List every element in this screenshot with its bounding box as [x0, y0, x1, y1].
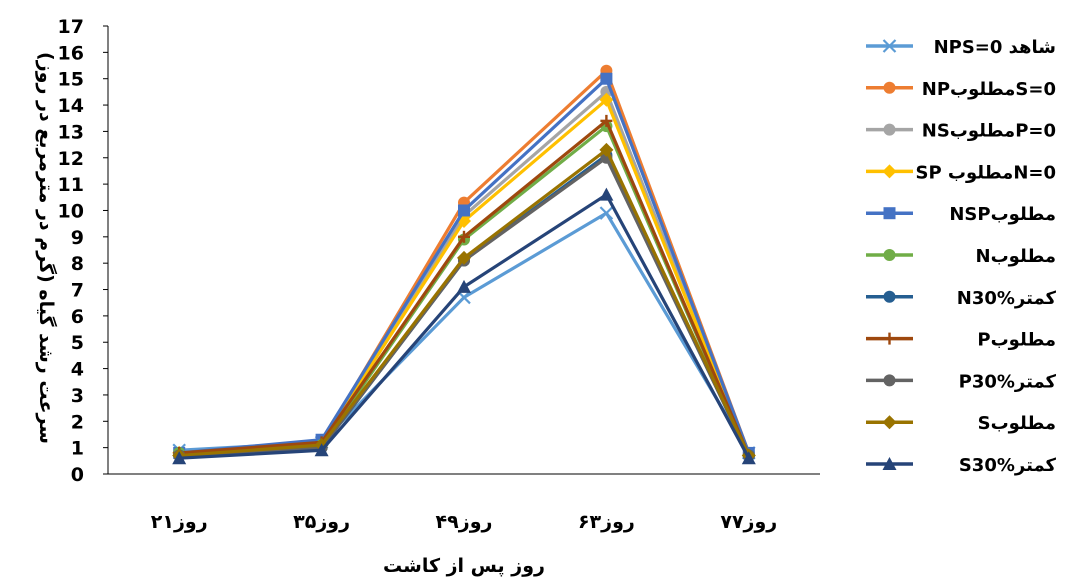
- x-tick-label: ۶۳روز: [578, 511, 635, 533]
- legend-swatch-marker: [882, 457, 897, 470]
- legend-swatch-marker: [883, 207, 896, 220]
- data-point: [599, 92, 614, 107]
- y-tick-label: 4: [71, 359, 84, 381]
- legend-item: Pمطلوب: [866, 330, 1056, 351]
- legend-label: S30%کمتر: [959, 455, 1057, 476]
- legend-item: N30%کمتر: [866, 288, 1057, 309]
- data-point: [172, 451, 187, 465]
- data-point-stroke: [599, 206, 614, 220]
- legend-swatch-marker: [883, 249, 896, 261]
- y-tick-label: 14: [58, 95, 84, 117]
- legend-label: NSمطلوبP=0: [922, 121, 1056, 142]
- y-tick-label: 10: [58, 200, 84, 222]
- data-point: [599, 187, 614, 201]
- y-tick-label: 13: [58, 121, 84, 143]
- legend-item: NPمطلوبS=0: [866, 79, 1056, 100]
- data-point: [741, 451, 756, 465]
- x-tick-label: ۷۷روز: [720, 511, 777, 533]
- data-point: [458, 230, 470, 243]
- data-point: [458, 204, 470, 217]
- y-tick-label: 1: [71, 438, 84, 460]
- x-axis-title: روز پس از کاشت: [383, 555, 545, 577]
- legend-item: NPS=0 شاهد: [866, 37, 1056, 58]
- series-3: [173, 85, 755, 462]
- y-tick-label: 0: [71, 464, 84, 486]
- legend-label: Pمطلوب: [977, 330, 1056, 351]
- y-tick-label: 9: [71, 227, 84, 249]
- legend-item: Sمطلوب: [866, 413, 1056, 434]
- x-tick-label: ۳۵روز: [293, 511, 350, 533]
- legend-swatch-marker: [882, 164, 897, 179]
- legend-swatch-marker-stroke: [882, 39, 897, 53]
- legend-item: P30%کمتر: [866, 371, 1057, 392]
- legend-item: NSمطلوبP=0: [866, 121, 1056, 142]
- legend-swatch-marker: [882, 415, 897, 430]
- series-layer: [172, 64, 756, 465]
- legend-swatch-marker: [883, 123, 896, 136]
- y-tick-label: 5: [71, 332, 84, 354]
- y-tick-label: 16: [58, 42, 84, 64]
- legend-label: P30%کمتر: [959, 371, 1057, 392]
- legend-swatch-marker: [883, 290, 896, 303]
- y-tick-label: 17: [58, 16, 84, 38]
- legend-swatch-marker: [882, 39, 897, 53]
- data-point: [457, 250, 471, 265]
- axis-labels: روز پس از کاشت سرعت رشد گیاه (گرم در مترم…: [35, 52, 545, 577]
- y-tick-label: 2: [71, 411, 84, 433]
- legend-item: Nمطلوب: [866, 246, 1056, 267]
- y-tick-label: 8: [71, 253, 84, 275]
- data-point: [600, 72, 613, 85]
- y-axis-title: سرعت رشد گیاه (گرم در مترمربع در روز): [35, 52, 58, 444]
- x-tick-label: ۲۱روز: [151, 511, 208, 533]
- axes-layer: [107, 26, 820, 475]
- legend-item: NSPمطلوب: [866, 204, 1056, 225]
- legend-item: S30%کمتر: [866, 455, 1057, 476]
- series-4: [172, 92, 756, 463]
- y-tick-label: 11: [58, 174, 84, 196]
- y-tick-label: 12: [58, 148, 84, 170]
- data-point: [600, 114, 613, 127]
- legend-label: NSPمطلوب: [949, 204, 1056, 225]
- legend: NPS=0 شاهد NPمطلوبS=0 NSمطلوبP=0 SP مطلوبN=…: [866, 37, 1057, 476]
- legend-label: N30%کمتر: [957, 288, 1057, 309]
- y-tick-label: 15: [58, 69, 84, 91]
- series-10: [172, 142, 756, 463]
- legend-label: NPمطلوبS=0: [922, 79, 1056, 100]
- legend-item: SP مطلوبN=0: [866, 162, 1056, 183]
- legend-label: NPS=0 شاهد: [934, 37, 1056, 58]
- data-point: [457, 279, 471, 293]
- legend-label: Sمطلوب: [978, 413, 1056, 434]
- y-tick-label: 7: [71, 280, 84, 302]
- y-tick-label: 6: [71, 306, 84, 328]
- data-point: [599, 206, 614, 220]
- legend-label: Nمطلوب: [976, 246, 1056, 267]
- series-line: [179, 211, 751, 454]
- y-tick-label: 3: [71, 385, 84, 407]
- legend-label: SP مطلوبN=0: [915, 162, 1056, 183]
- data-point-stroke: [457, 290, 471, 305]
- data-point: [599, 142, 614, 157]
- legend-swatch-marker: [883, 374, 896, 387]
- legend-swatch-marker: [883, 81, 896, 94]
- data-point: [314, 443, 329, 457]
- series-11: [172, 187, 756, 465]
- x-tick-label: ۴۹روز: [436, 511, 493, 533]
- legend-swatch-marker: [883, 332, 896, 345]
